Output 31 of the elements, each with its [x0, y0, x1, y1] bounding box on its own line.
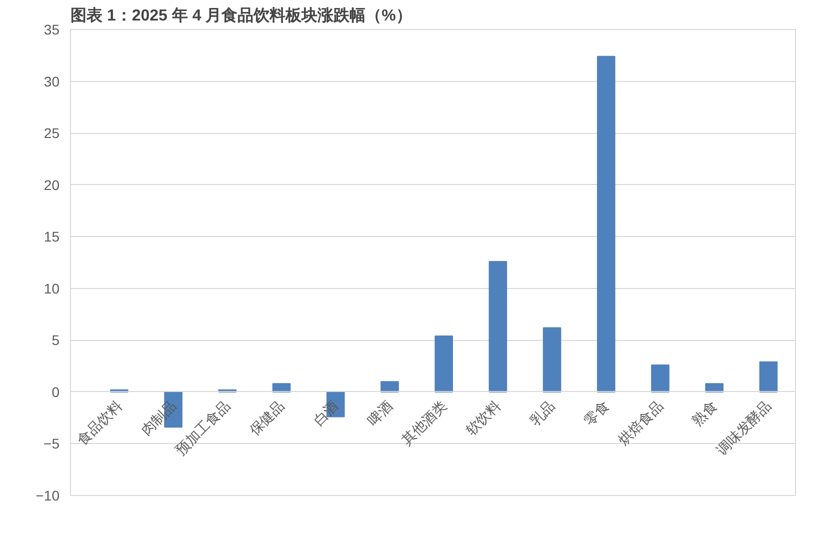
x-tick-label: 乳品: [526, 397, 558, 428]
x-tick-label: 保健品: [246, 397, 288, 438]
x-tick-label: 啤酒: [364, 397, 396, 428]
y-tick-label: 25: [44, 125, 60, 142]
y-tick-label: 30: [44, 73, 60, 90]
bar: [542, 327, 562, 392]
y-tick-label: 20: [44, 176, 60, 193]
bar: [380, 381, 399, 392]
x-tick-label: 软饮料: [462, 397, 504, 438]
y-tick-label: −10: [36, 488, 60, 504]
x-tick-label: 零食: [580, 397, 612, 428]
bar: [596, 56, 616, 392]
y-tick-label: 0: [52, 384, 60, 400]
y-tick-label: 35: [44, 22, 60, 38]
bar: [272, 383, 291, 392]
x-tick-label: 食品饮料: [74, 397, 125, 448]
y-tick-label: 15: [44, 228, 60, 245]
bar: [434, 336, 453, 392]
y-tick-label: 5: [52, 332, 60, 348]
bar: [651, 364, 670, 392]
bar: [705, 383, 724, 392]
chart-title: 图表 1：2025 年 4 月食品饮料板块涨跌幅（%）: [70, 6, 412, 24]
x-tick-label: 烘焙食品: [614, 397, 666, 448]
y-tick-label: 10: [44, 280, 60, 296]
bar: [759, 361, 778, 392]
bar: [488, 260, 508, 392]
x-tick-label: 肉制品: [138, 397, 179, 438]
x-tick-label: 熟食: [688, 397, 720, 428]
y-tick-label: −5: [44, 436, 60, 452]
x-tick-label: 其他酒类: [398, 397, 450, 448]
x-tick-label: 白酒: [310, 397, 342, 428]
